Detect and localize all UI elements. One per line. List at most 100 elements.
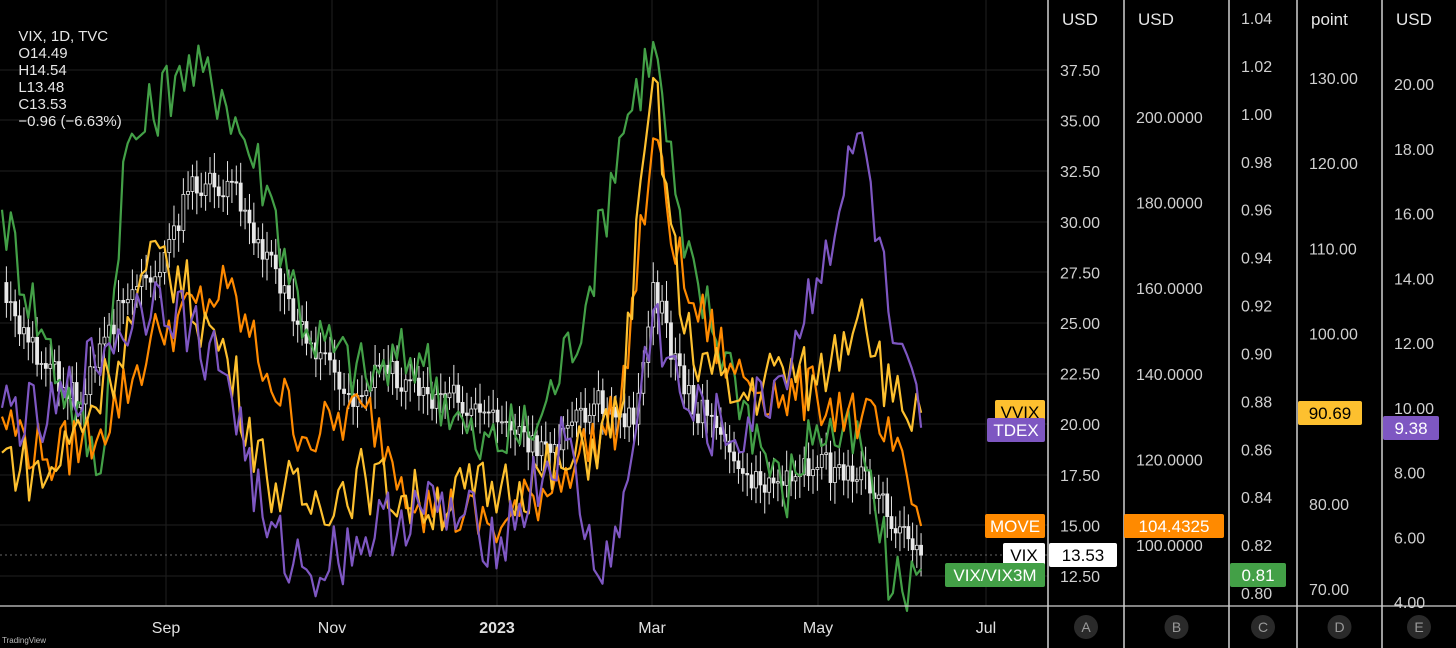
vix-candle-body [172, 225, 176, 240]
vix-candle-body [837, 464, 842, 468]
scale-tick-label: 100.00 [1309, 327, 1358, 344]
scale-tick-label: 37.50 [1060, 63, 1100, 80]
vix-candle-body [282, 285, 287, 294]
vix-candle-body [771, 477, 776, 484]
vix-candle-body [111, 324, 116, 335]
scale-tick-label: 27.50 [1060, 265, 1100, 282]
scale-tick-label: 120.00 [1309, 156, 1358, 173]
vix-candle-body [225, 180, 230, 198]
vix-candle-body [157, 271, 162, 278]
scale-tick-label: 0.98 [1241, 155, 1272, 172]
tag-move: MOVE [990, 517, 1040, 536]
vix-candle-body [190, 176, 195, 192]
vix-candle-body [216, 186, 221, 197]
scale-tick-label: 0.84 [1241, 490, 1272, 507]
vix-candle-body [35, 336, 39, 365]
vix-candle-body [403, 379, 408, 392]
vix-candle-body [486, 411, 491, 414]
vix-candle-body [898, 526, 902, 534]
scale-tick-label: 120.0000 [1136, 452, 1203, 469]
tradingview-watermark: TradingView [2, 636, 47, 645]
vix-candle-body [102, 336, 107, 345]
vix-candle-body [83, 394, 88, 405]
vix-candle-body [846, 465, 850, 481]
vix-candle-body [686, 385, 691, 395]
vix-candle-body [600, 390, 605, 414]
tag-move-value-bg [1124, 514, 1224, 538]
tag-vvix: VVIX [1001, 403, 1040, 422]
vix-candle-body [130, 289, 135, 301]
scale-tick-label: 10.00 [1394, 401, 1434, 418]
vix-candle-body [121, 299, 126, 304]
vix-candle-body [43, 363, 48, 369]
vix-candle-body [39, 363, 44, 365]
vix-candle-body [456, 384, 461, 403]
series-line-vix-vix3m [0, 40, 922, 612]
tag-ratio: VIX/VIX3M [953, 566, 1036, 585]
vix-candle-body [828, 452, 833, 483]
vix-candle-body [278, 268, 283, 294]
scale-unit-B: USD [1138, 10, 1174, 29]
tag-vix-value: 13.53 [1062, 546, 1105, 565]
scale-tick-label: 0.94 [1241, 251, 1272, 268]
legend-symbol: VIX, 1D, TVC [18, 28, 109, 45]
tag-ratio-value-bg [1230, 563, 1286, 587]
vix-candle-body [758, 471, 763, 486]
scale-button-B [1164, 615, 1189, 639]
scale-tick-label: 15.00 [1060, 518, 1100, 535]
vix-candle-body [465, 412, 469, 416]
x-tick-label: May [803, 620, 833, 637]
vix-candle-body [876, 494, 881, 499]
vix-candle-body [287, 285, 291, 300]
vix-candle-body [342, 388, 346, 394]
scale-tick-label: 0.86 [1241, 442, 1272, 459]
vix-candle-body [260, 239, 265, 260]
vix-candle-body [291, 298, 296, 322]
vix-candle-body [390, 361, 395, 375]
scale-tick-label: 180.0000 [1136, 196, 1203, 213]
scale-button-D [1327, 615, 1352, 639]
vix-candle-body [473, 403, 478, 410]
vix-candle-body [793, 476, 798, 482]
vix-candle-body [578, 407, 583, 411]
vix-candle-body [530, 435, 535, 453]
series-lines [0, 40, 923, 612]
scale-button-label-A: A [1081, 619, 1091, 635]
scale-button-A [1074, 615, 1098, 639]
tag-tdex: TDEX [993, 421, 1038, 440]
vix-candle-body [660, 300, 664, 314]
scale-tick-label: 22.50 [1060, 367, 1100, 384]
vix-candle-body [574, 409, 579, 423]
scale-button-label-E: E [1414, 619, 1423, 635]
legend-close: C13.53 [18, 96, 67, 113]
vix-candle-body [811, 469, 815, 477]
vix-candle-body [186, 191, 190, 195]
vix-candle-body [323, 352, 328, 355]
vix-candle-body [395, 361, 399, 389]
vix-candle-body [669, 322, 673, 360]
tag-tdex-value-bg [1383, 416, 1439, 440]
vix-candle-body [859, 466, 864, 481]
vix-candle-body [889, 516, 894, 529]
vix-candle-body [535, 435, 539, 457]
vix-candle-body [736, 460, 741, 470]
vix-candle-body [850, 465, 855, 482]
scale-tick-label: 14.00 [1394, 271, 1434, 288]
x-tick-label: Sep [152, 620, 181, 637]
vix-candle-body [318, 352, 323, 360]
vix-candle-body [914, 544, 919, 551]
vix-candle-body [881, 493, 885, 496]
vix-candle-body [203, 183, 208, 196]
series-line-vvix [1, 76, 923, 532]
scale-tick-label: 80.00 [1309, 497, 1349, 514]
scale-tick-label: 0.92 [1241, 299, 1272, 316]
vix-candle-body [417, 377, 421, 396]
vix-candle-body [592, 403, 596, 416]
vix-candle-body [495, 409, 500, 423]
vix-candle-body [732, 451, 736, 462]
vix-candle-body [709, 414, 714, 417]
series-line-tdex [0, 131, 923, 598]
vix-candle-body [421, 386, 426, 396]
vix-candle-body [451, 384, 456, 394]
vix-candle-body [885, 493, 890, 517]
